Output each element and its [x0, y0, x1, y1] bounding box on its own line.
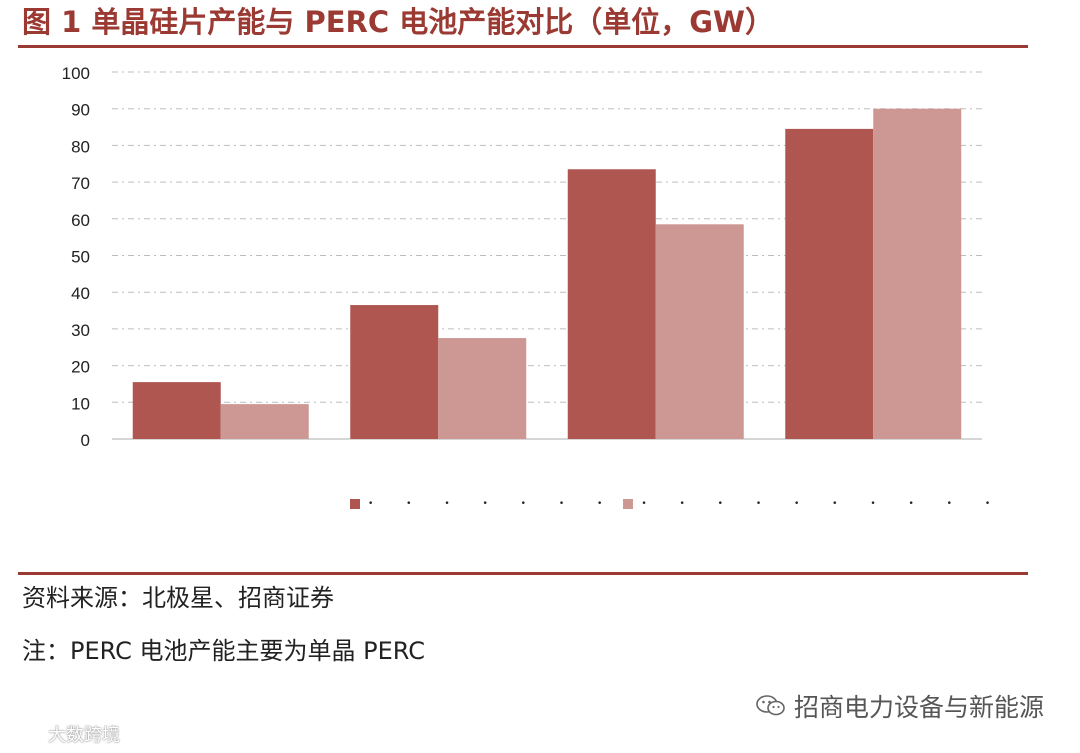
bottom-divider — [18, 572, 1028, 575]
y-tick-label-10: 10 — [71, 394, 90, 413]
bar-series-2-category-1 — [220, 404, 309, 439]
site-watermark-text: 大数跨境 — [48, 724, 120, 746]
bar-series-1-category-4 — [785, 128, 874, 439]
y-tick-label-90: 90 — [71, 101, 90, 120]
chart-legend: • • • • • • • • • • • • • • • • • — [350, 496, 1005, 512]
y-tick-label-0: 0 — [81, 431, 90, 450]
wechat-watermark: 招商电力设备与新能源 — [756, 688, 1044, 724]
y-tick-label-60: 60 — [71, 211, 90, 230]
y-tick-label-30: 30 — [71, 321, 90, 340]
wechat-watermark-text: 招商电力设备与新能源 — [793, 693, 1044, 722]
legend-label-series-2: • • • • • • • • • • — [641, 499, 1006, 509]
y-tick-label-50: 50 — [71, 248, 90, 267]
legend-item-series-2: • • • • • • • • • • — [623, 496, 1005, 512]
legend-label-series-1: • • • • • • • — [368, 499, 618, 509]
y-tick-label-100: 100 — [62, 64, 90, 83]
chart-title: 图 1 单晶硅片产能与 PERC 电池产能对比（单位，GW） — [22, 5, 775, 39]
y-tick-label-70: 70 — [71, 174, 90, 193]
bar-series-1-category-2 — [350, 305, 439, 439]
bar-series-1-category-1 — [132, 382, 221, 439]
bar-series-2-category-2 — [438, 338, 527, 439]
note-text: 注：PERC 电池产能主要为单晶 PERC — [22, 637, 426, 665]
top-divider — [18, 45, 1028, 48]
legend-swatch-series-1 — [350, 499, 360, 509]
dashuju-logo-icon — [4, 718, 44, 749]
y-tick-label-80: 80 — [71, 137, 90, 156]
bar-series-2-category-3 — [655, 224, 744, 439]
legend-item-series-1: • • • • • • • — [350, 496, 617, 512]
y-tick-label-20: 20 — [71, 358, 90, 377]
bar-series-1-category-3 — [567, 169, 656, 439]
bar-series-2-category-4 — [873, 108, 962, 439]
site-watermark: 大数跨境 — [4, 718, 120, 749]
wechat-icon — [756, 694, 786, 718]
source-text: 资料来源：北极星、招商证券 — [22, 584, 334, 612]
bar-chart: 0 10 20 30 40 50 60 70 80 90 100 — [62, 64, 982, 450]
y-tick-label-40: 40 — [71, 284, 90, 303]
legend-swatch-series-2 — [623, 499, 634, 509]
